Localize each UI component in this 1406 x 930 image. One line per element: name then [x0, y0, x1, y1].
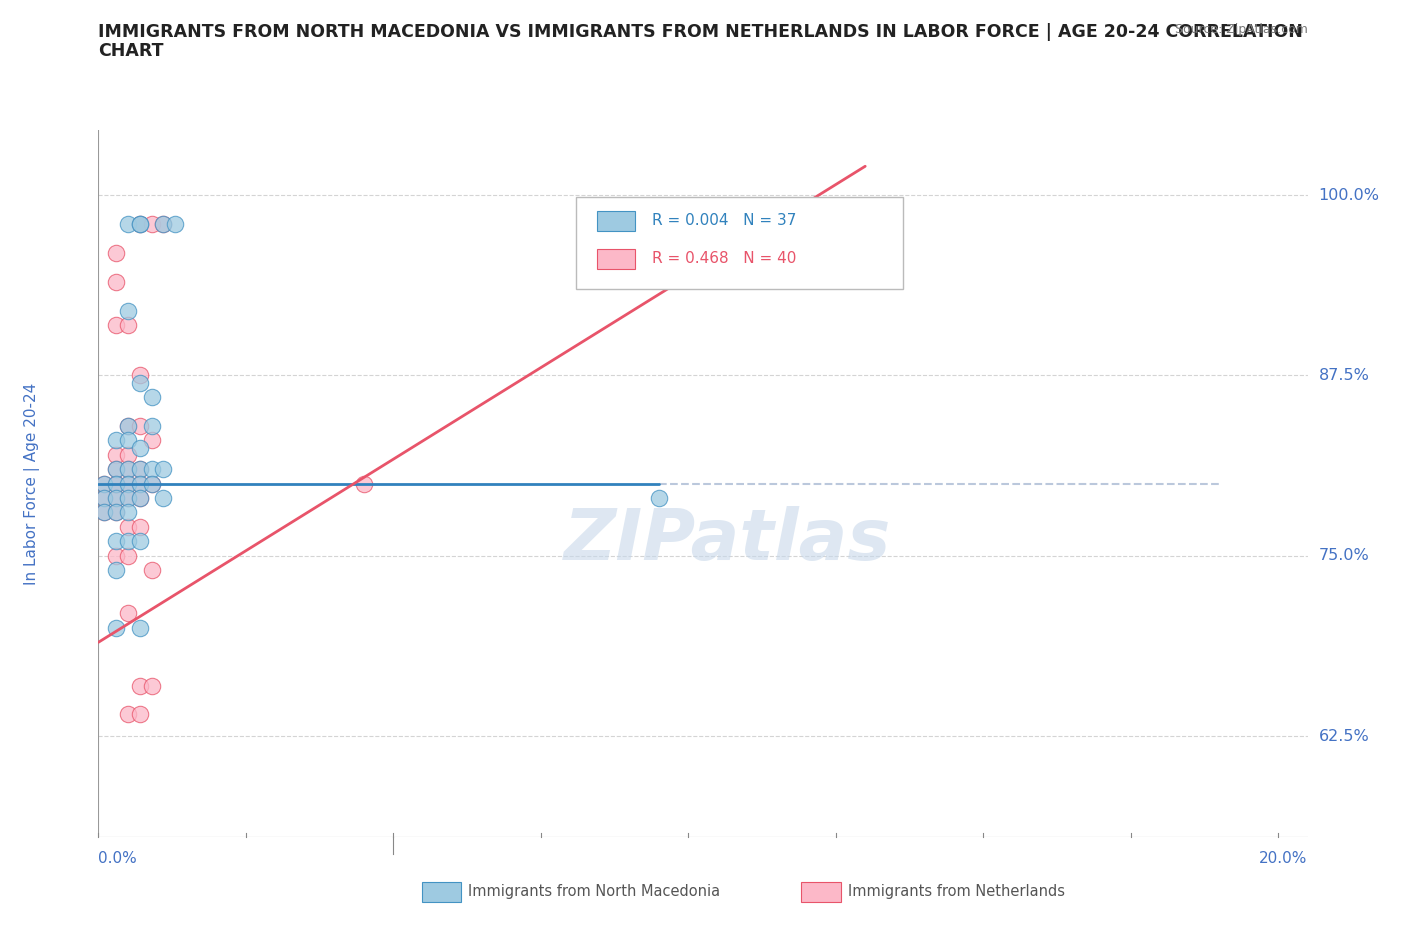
Point	[117, 317, 139, 332]
Point	[128, 217, 150, 232]
Point	[117, 461, 139, 476]
Text: 75.0%: 75.0%	[1319, 548, 1369, 564]
Text: 62.5%: 62.5%	[1319, 728, 1369, 743]
Point	[117, 606, 139, 621]
Text: 20.0%: 20.0%	[1260, 851, 1308, 866]
Text: 0.0%: 0.0%	[98, 851, 138, 866]
Point	[117, 303, 139, 318]
Point	[128, 440, 150, 455]
Point	[128, 491, 150, 506]
Text: ZIPatlas: ZIPatlas	[564, 506, 891, 575]
Text: CHART: CHART	[98, 42, 165, 60]
Point	[141, 461, 163, 476]
Point	[105, 491, 128, 506]
Point	[152, 217, 174, 232]
Point	[128, 461, 150, 476]
Point	[128, 375, 150, 390]
Point	[141, 678, 163, 693]
Point	[117, 432, 139, 447]
Point	[105, 476, 128, 491]
Point	[105, 317, 128, 332]
Point	[105, 246, 128, 260]
Point	[93, 505, 115, 520]
Point	[128, 418, 150, 433]
Point	[128, 476, 150, 491]
Text: R = 0.004   N = 37: R = 0.004 N = 37	[652, 213, 797, 228]
Point	[117, 549, 139, 564]
Point	[152, 491, 174, 506]
Point	[141, 563, 163, 578]
Point	[105, 505, 128, 520]
Point	[141, 476, 163, 491]
Point	[152, 217, 174, 232]
Bar	[596, 249, 636, 269]
Point	[117, 505, 139, 520]
Point	[105, 461, 128, 476]
Point	[117, 461, 139, 476]
Point	[117, 534, 139, 549]
Text: Immigrants from Netherlands: Immigrants from Netherlands	[848, 884, 1064, 899]
Point	[117, 418, 139, 433]
Point	[93, 505, 115, 520]
Point	[117, 447, 139, 462]
Point	[105, 563, 128, 578]
Point	[105, 505, 128, 520]
Bar	[596, 211, 636, 231]
Text: Immigrants from North Macedonia: Immigrants from North Macedonia	[468, 884, 720, 899]
Point	[105, 476, 128, 491]
Point	[128, 620, 150, 635]
Point	[353, 476, 375, 491]
Point	[648, 491, 671, 506]
Text: 100.0%: 100.0%	[1319, 188, 1379, 203]
Point	[93, 476, 115, 491]
Point	[117, 491, 139, 506]
Point	[128, 678, 150, 693]
Point	[93, 476, 115, 491]
Point	[128, 707, 150, 722]
Point	[128, 368, 150, 383]
Point	[117, 418, 139, 433]
Point	[128, 534, 150, 549]
Text: IMMIGRANTS FROM NORTH MACEDONIA VS IMMIGRANTS FROM NETHERLANDS IN LABOR FORCE | : IMMIGRANTS FROM NORTH MACEDONIA VS IMMIG…	[98, 23, 1303, 41]
Point	[128, 476, 150, 491]
Point	[105, 549, 128, 564]
Point	[117, 707, 139, 722]
Point	[93, 491, 115, 506]
Text: In Labor Force | Age 20-24: In Labor Force | Age 20-24	[24, 382, 39, 585]
Point	[794, 217, 817, 232]
Text: R = 0.468   N = 40: R = 0.468 N = 40	[652, 251, 797, 266]
Point	[105, 476, 128, 491]
Point	[141, 476, 163, 491]
Point	[93, 491, 115, 506]
Point	[117, 520, 139, 535]
Point	[128, 217, 150, 232]
Point	[117, 476, 139, 491]
Point	[128, 520, 150, 535]
Point	[105, 461, 128, 476]
Text: 87.5%: 87.5%	[1319, 368, 1369, 383]
Point	[128, 217, 150, 232]
Point	[105, 447, 128, 462]
Point	[165, 217, 187, 232]
Point	[117, 217, 139, 232]
Point	[105, 432, 128, 447]
Point	[117, 491, 139, 506]
Point	[128, 461, 150, 476]
Point	[128, 491, 150, 506]
Point	[141, 432, 163, 447]
Point	[141, 418, 163, 433]
FancyBboxPatch shape	[576, 197, 903, 289]
Point	[117, 476, 139, 491]
Point	[105, 620, 128, 635]
Point	[105, 491, 128, 506]
Point	[141, 390, 163, 405]
Point	[141, 217, 163, 232]
Point	[152, 461, 174, 476]
Point	[105, 274, 128, 289]
Point	[105, 534, 128, 549]
Text: Source: ZipAtlas.com: Source: ZipAtlas.com	[1174, 23, 1308, 36]
